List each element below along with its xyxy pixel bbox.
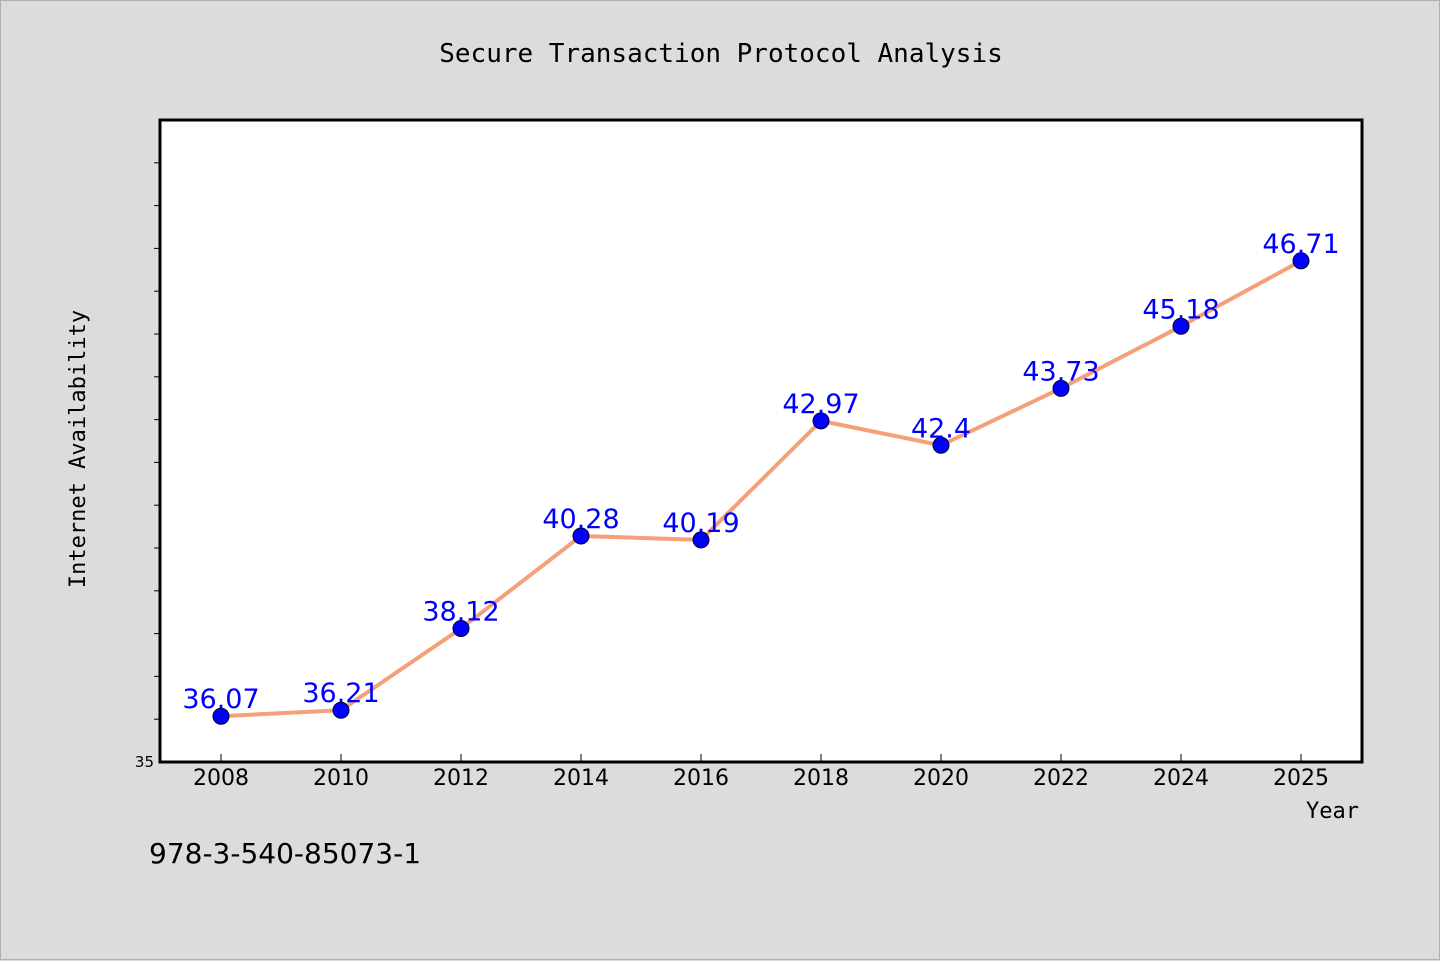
x-axis-ticks: 2008 2010 2012 2014 2016 2018 2020 2022 2024 2025 xyxy=(193,754,1329,791)
x-tick-label: 2022 xyxy=(1033,766,1089,791)
series-layer xyxy=(220,259,1302,719)
data-label: 38.12 xyxy=(422,596,499,627)
x-tick-label: 2024 xyxy=(1153,766,1209,791)
data-label: 40.19 xyxy=(662,508,739,539)
data-point xyxy=(932,436,950,454)
x-tick-label: 2016 xyxy=(673,766,729,791)
data-point xyxy=(812,412,830,430)
data-point xyxy=(452,619,470,637)
x-tick-label: 2008 xyxy=(193,766,249,791)
markers-layer xyxy=(212,252,1310,725)
y-tick-label: 35 xyxy=(135,753,154,771)
data-label: 45.18 xyxy=(1142,294,1219,325)
x-tick-label: 2020 xyxy=(913,766,969,791)
data-point xyxy=(1172,317,1190,335)
data-point xyxy=(332,701,350,719)
data-label: 42.4 xyxy=(911,413,971,444)
plot-area xyxy=(158,118,1364,764)
series-line xyxy=(220,259,1302,719)
data-point xyxy=(692,531,710,549)
data-label: 36.21 xyxy=(302,678,379,709)
x-tick-label: 2025 xyxy=(1273,766,1329,791)
footer-isbn: 978-3-540-85073-1 xyxy=(149,837,421,870)
x-axis-label: Year xyxy=(1306,799,1359,824)
data-point xyxy=(1292,252,1310,270)
data-point xyxy=(572,527,590,545)
data-label: 42.97 xyxy=(782,389,859,420)
data-labels-layer: 36.07 36.21 38.12 40.28 40.19 42.97 42.4 43.73 4… xyxy=(182,229,1339,715)
data-label: 40.28 xyxy=(542,504,619,535)
data-point xyxy=(1052,379,1070,397)
x-tick-label: 2014 xyxy=(553,766,609,791)
data-label: 36.07 xyxy=(182,684,259,715)
data-point xyxy=(212,707,230,725)
y-axis-label: Internet Availability xyxy=(66,310,91,588)
data-label: 46.71 xyxy=(1262,229,1339,260)
data-label: 43.73 xyxy=(1022,356,1099,387)
x-tick-label: 2018 xyxy=(793,766,849,791)
x-tick-label: 2012 xyxy=(433,766,489,791)
x-tick-label: 2010 xyxy=(313,766,369,791)
y-axis-ticks: 35 xyxy=(135,162,160,771)
chart-title: Secure Transaction Protocol Analysis xyxy=(439,39,1003,69)
